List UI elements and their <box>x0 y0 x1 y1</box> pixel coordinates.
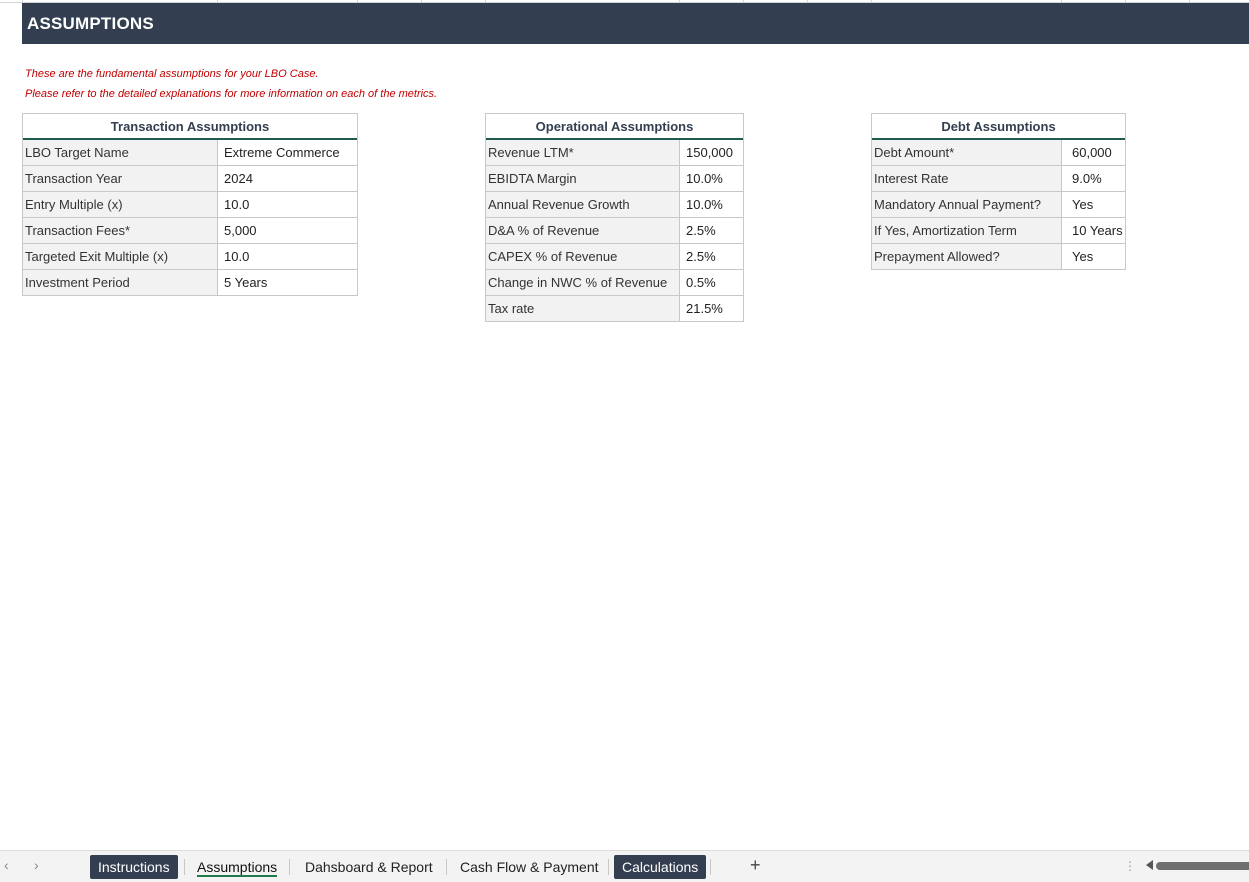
note-line-1: These are the fundamental assumptions fo… <box>25 68 319 80</box>
column-grid-lines <box>0 0 1249 3</box>
operational-value-cell[interactable]: 2.5% <box>680 218 743 243</box>
transaction-value-cell[interactable]: 5,000 <box>218 218 357 243</box>
table-row: D&A % of Revenue 2.5% <box>486 218 743 244</box>
operational-value-cell[interactable]: 10.0% <box>680 192 743 217</box>
operational-label-cell[interactable]: Annual Revenue Growth <box>486 192 680 217</box>
debt-label-cell[interactable]: Debt Amount* <box>872 140 1062 165</box>
operational-assumptions-header: Operational Assumptions <box>486 114 743 140</box>
transaction-label-cell[interactable]: Transaction Fees* <box>23 218 218 243</box>
add-sheet-button[interactable]: + <box>750 855 761 875</box>
transaction-value-cell[interactable]: Extreme Commerce <box>218 140 357 165</box>
chevron-left-icon[interactable]: ‹ <box>4 857 9 873</box>
tab-cash-flow-payment[interactable]: Cash Flow & Payment <box>460 859 599 875</box>
tab-dashboard-report[interactable]: Dahsboard & Report <box>305 859 433 875</box>
operational-assumptions-table: Operational Assumptions Revenue LTM* 150… <box>485 113 744 322</box>
assumptions-banner: ASSUMPTIONS <box>22 3 1249 44</box>
transaction-assumptions-header: Transaction Assumptions <box>23 114 357 140</box>
operational-value-cell[interactable]: 21.5% <box>680 296 743 321</box>
table-row: Targeted Exit Multiple (x) 10.0 <box>23 244 357 270</box>
transaction-label-cell[interactable]: Investment Period <box>23 270 218 295</box>
transaction-label-cell[interactable]: Targeted Exit Multiple (x) <box>23 244 218 269</box>
tab-separator <box>184 859 185 875</box>
transaction-label-cell[interactable]: LBO Target Name <box>23 140 218 165</box>
tab-calculations[interactable]: Calculations <box>614 855 707 879</box>
table-row: Mandatory Annual Payment? Yes <box>872 192 1125 218</box>
table-row: CAPEX % of Revenue 2.5% <box>486 244 743 270</box>
transaction-value-cell[interactable]: 10.0 <box>218 192 357 217</box>
debt-label-cell[interactable]: If Yes, Amortization Term <box>872 218 1062 243</box>
transaction-assumptions-table: Transaction Assumptions LBO Target Name … <box>22 113 358 296</box>
debt-label-cell[interactable]: Interest Rate <box>872 166 1062 191</box>
table-row: Entry Multiple (x) 10.0 <box>23 192 357 218</box>
debt-assumptions-header: Debt Assumptions <box>872 114 1125 140</box>
operational-value-cell[interactable]: 150,000 <box>680 140 743 165</box>
table-row: EBIDTA Margin 10.0% <box>486 166 743 192</box>
operational-label-cell[interactable]: EBIDTA Margin <box>486 166 680 191</box>
operational-value-cell[interactable]: 10.0% <box>680 166 743 191</box>
table-row: LBO Target Name Extreme Commerce <box>23 140 357 166</box>
table-row: Annual Revenue Growth 10.0% <box>486 192 743 218</box>
table-row: Debt Amount* 60,000 <box>872 140 1125 166</box>
operational-label-cell[interactable]: Revenue LTM* <box>486 140 680 165</box>
table-row: Investment Period 5 Years <box>23 270 357 296</box>
tab-instructions[interactable]: Instructions <box>90 855 178 879</box>
transaction-value-cell[interactable]: 5 Years <box>218 270 357 295</box>
table-row: Prepayment Allowed? Yes <box>872 244 1125 270</box>
table-row: Transaction Fees* 5,000 <box>23 218 357 244</box>
table-row: If Yes, Amortization Term 10 Years <box>872 218 1125 244</box>
tab-separator <box>710 859 711 875</box>
table-row: Interest Rate 9.0% <box>872 166 1125 192</box>
tab-assumptions[interactable]: Assumptions <box>189 855 285 879</box>
table-row: Revenue LTM* 150,000 <box>486 140 743 166</box>
debt-value-cell[interactable]: Yes <box>1062 192 1125 217</box>
note-line-2: Please refer to the detailed explanation… <box>25 88 438 100</box>
sheet-tab-bar: ‹ › Instructions Assumptions Dahsboard &… <box>0 850 1249 882</box>
transaction-label-cell[interactable]: Entry Multiple (x) <box>23 192 218 217</box>
horizontal-scrollbar[interactable] <box>1156 862 1249 870</box>
debt-label-cell[interactable]: Prepayment Allowed? <box>872 244 1062 269</box>
operational-label-cell[interactable]: Change in NWC % of Revenue <box>486 270 680 295</box>
scroll-left-icon[interactable] <box>1146 860 1153 870</box>
operational-value-cell[interactable]: 2.5% <box>680 244 743 269</box>
transaction-label-cell[interactable]: Transaction Year <box>23 166 218 191</box>
table-row: Tax rate 21.5% <box>486 296 743 322</box>
page-title: ASSUMPTIONS <box>27 14 154 33</box>
debt-value-cell[interactable]: 60,000 <box>1062 140 1125 165</box>
operational-label-cell[interactable]: CAPEX % of Revenue <box>486 244 680 269</box>
tab-separator <box>289 859 290 875</box>
operational-label-cell[interactable]: D&A % of Revenue <box>486 218 680 243</box>
table-row: Change in NWC % of Revenue 0.5% <box>486 270 743 296</box>
transaction-value-cell[interactable]: 2024 <box>218 166 357 191</box>
operational-value-cell[interactable]: 0.5% <box>680 270 743 295</box>
tab-separator <box>446 859 447 875</box>
debt-value-cell[interactable]: 9.0% <box>1062 166 1125 191</box>
more-options-icon[interactable]: ⋮ <box>1124 859 1136 873</box>
chevron-right-icon[interactable]: › <box>34 857 39 873</box>
debt-assumptions-table: Debt Assumptions Debt Amount* 60,000 Int… <box>871 113 1126 270</box>
operational-label-cell[interactable]: Tax rate <box>486 296 680 321</box>
debt-value-cell[interactable]: 10 Years <box>1062 218 1125 243</box>
tab-separator <box>608 859 609 875</box>
debt-value-cell[interactable]: Yes <box>1062 244 1125 269</box>
debt-label-cell[interactable]: Mandatory Annual Payment? <box>872 192 1062 217</box>
table-row: Transaction Year 2024 <box>23 166 357 192</box>
transaction-value-cell[interactable]: 10.0 <box>218 244 357 269</box>
